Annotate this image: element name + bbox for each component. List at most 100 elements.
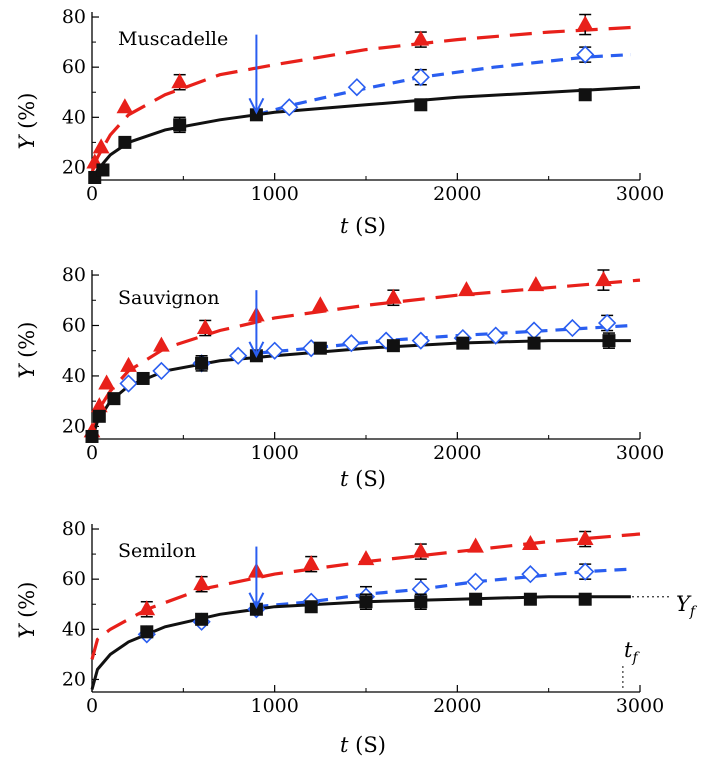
red-triangle-point (412, 30, 430, 46)
y-axis-label: Y (%) (15, 93, 39, 150)
red-triangle-fit-curve (90, 278, 641, 437)
y-axis-var: Y (15, 133, 39, 149)
black-square-point (523, 592, 537, 606)
black-square-point (140, 625, 154, 639)
blue-diamond-point (576, 45, 595, 64)
red-triangle-point (311, 296, 329, 312)
black-square-point (195, 356, 209, 370)
red-triangle-point (576, 15, 594, 31)
red-triangle-fit-curve (90, 25, 641, 174)
panel-muscadelle: Muscadelle Y (%) t (S) 0 1000 2000 3000 20 40… (15, 6, 664, 238)
blue-diamond-point (466, 572, 485, 591)
red-triangle-point (138, 600, 156, 616)
black-square-point (195, 612, 209, 626)
red-triangle-point (92, 138, 110, 154)
black-square-fit-curve (90, 85, 641, 181)
panel-title: Sauvignon (118, 287, 219, 309)
x-tick-label: 3000 (616, 442, 664, 464)
black-square-point (118, 135, 132, 149)
red-triangle-point (412, 542, 430, 558)
red-triangle-point (98, 374, 115, 390)
x-axis-unit: (S) (355, 467, 386, 491)
black-square-point (304, 600, 318, 614)
y-tick-label: 80 (62, 264, 86, 286)
x-axis-var: t (340, 733, 349, 757)
y-axis-unit: (%) (15, 582, 39, 618)
black-square-point (85, 429, 99, 443)
x-tick-label: 0 (86, 695, 98, 717)
x-tick-label: 3000 (616, 183, 664, 205)
red-triangle-point (116, 98, 134, 114)
tf-label: tf (624, 638, 640, 666)
blue-diamond-point (576, 562, 595, 581)
x-tick-label: 2000 (433, 695, 481, 717)
black-square-point (527, 336, 541, 350)
black-square-fit-curve (90, 339, 631, 440)
x-axis-label: t (S) (340, 467, 386, 491)
y-axis-var: Y (15, 622, 39, 638)
x-axis-label: t (S) (340, 214, 386, 238)
blue-diamond-point (265, 341, 284, 360)
black-square-point (414, 98, 428, 112)
black-square-point (136, 371, 150, 385)
panel-sauvignon: Sauvignon Y (%) t (S) 0 1000 2000 3000 20 40 6… (15, 264, 664, 491)
y-axis-unit: (%) (15, 322, 39, 358)
x-axis-unit: (S) (355, 214, 386, 238)
x-axis-unit: (S) (355, 733, 386, 757)
black-square-point (578, 592, 592, 606)
y-tick-label: 40 (62, 365, 86, 387)
red-triangle-point (171, 73, 189, 89)
blue-diamond-point (411, 331, 430, 350)
blue-diamond-fit-curve (255, 53, 631, 117)
red-triangle-point (196, 318, 214, 335)
black-square-point (578, 88, 592, 102)
x-tick-label: 2000 (433, 183, 481, 205)
black-square-point (469, 592, 483, 606)
yf-label-var: Y (676, 592, 692, 616)
red-triangle-point (522, 535, 539, 551)
y-axis-label: Y (%) (15, 322, 39, 379)
y-tick-label: 20 (62, 415, 86, 437)
blue-diamond-point (119, 374, 138, 393)
y-tick-label: 20 (62, 156, 86, 178)
x-tick-label: 1000 (250, 442, 298, 464)
blue-diamond-point (486, 326, 505, 345)
blue-diamond-fit-curve (256, 567, 631, 609)
transition-arrow (248, 34, 265, 115)
red-triangle-point (120, 356, 137, 372)
x-tick-label: 2000 (433, 442, 481, 464)
black-square-fit-curve (90, 595, 631, 690)
red-triangle-point (153, 336, 170, 352)
black-square-point (359, 595, 373, 609)
x-tick-label: 3000 (616, 695, 664, 717)
y-tick-label: 20 (62, 668, 86, 690)
panel-title: Semilon (118, 540, 196, 562)
yf-label: Yf (676, 592, 698, 620)
blue-diamond-point (411, 68, 430, 87)
blue-diamond-point (597, 313, 617, 333)
y-tick-label: 60 (62, 314, 86, 336)
x-tick-label: 0 (86, 442, 98, 464)
y-tick-label: 60 (62, 56, 86, 78)
red-triangle-point (302, 555, 320, 571)
y-axis-var: Y (15, 362, 39, 378)
red-triangle-point (458, 281, 475, 297)
black-square-point (414, 595, 428, 609)
tf-label-sub: f (631, 650, 640, 666)
arrow-head (248, 341, 265, 358)
panel-semilon: Semilon Y (%) t (S) Yf tf 0 1000 2000 30002… (15, 518, 698, 757)
y-axis-unit: (%) (15, 93, 39, 129)
x-axis-var: t (340, 467, 349, 491)
x-axis-var: t (340, 214, 349, 238)
y-tick-label: 80 (62, 6, 86, 28)
x-axis-label: t (S) (340, 733, 386, 757)
red-triangle-point (527, 276, 545, 292)
panel-title: Muscadelle (118, 28, 228, 50)
arrow-head (248, 592, 265, 609)
black-square-point (313, 341, 327, 355)
black-square-point (456, 336, 470, 350)
red-triangle-point (467, 537, 484, 553)
red-triangle-point (576, 530, 594, 546)
blue-diamond-point (524, 321, 544, 340)
blue-diamond-point (347, 78, 366, 97)
